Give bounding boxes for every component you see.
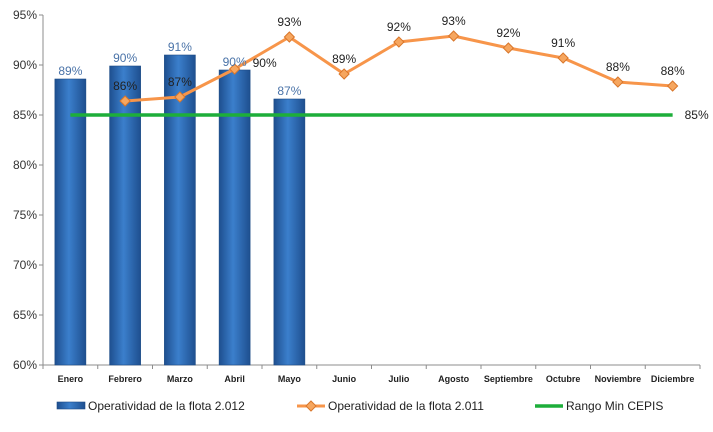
bar-data-label: 90% [113,51,137,65]
labels-layer: 89%90%91%90%87%85%86% 87%90%93%89%92% 93%9… [58,14,709,122]
legend-label-cepis: Rango Min CEPIS [566,399,663,413]
line-data-label: 91% [551,36,575,50]
bar-data-label: 89% [58,64,82,78]
line-data-label: 88% [606,60,630,74]
x-tick-label: Junio [332,374,357,384]
bar-2012 [164,54,196,366]
line-2011-marker [447,30,460,42]
x-tick-label: Septiembre [484,374,533,384]
line-data-label: 86% [113,79,137,93]
x-tick-label: Marzo [167,374,194,384]
x-tick-label: Febrero [108,374,142,384]
threshold-data-label: 85% [685,108,709,122]
y-tick-label: 80% [13,158,37,172]
line-2011-marker [338,68,350,80]
y-tick-label: 95% [13,8,37,22]
line-data-label: 92% [387,20,411,34]
bar-2012 [218,69,251,366]
x-tick-label: Julio [388,374,410,384]
x-tick-label: Mayo [278,374,302,384]
line-2011-marker [119,95,131,107]
line-data-label: 90% [253,56,277,70]
legend-label-2012: Operatividad de la flota 2.012 [88,399,245,413]
line-2011-marker [612,76,624,88]
line-2011-marker [557,52,569,64]
line-layer [119,30,679,107]
legend-swatch-2011-marker [305,400,317,412]
x-tick-label: Octubre [546,374,581,384]
line-data-label: 87% [168,75,192,89]
bar-data-label: 91% [168,40,192,54]
y-tick-label: 85% [13,108,37,122]
bar-data-label: 90% [223,55,247,69]
x-tick-label: Abril [224,374,245,384]
line-data-label: 92% [496,26,520,40]
line-data-label: 88% [661,64,685,78]
y-tick-label: 75% [13,208,37,222]
bar-2012 [54,78,87,366]
line-data-label: 93% [277,15,301,29]
legend-label-2011: Operatividad de la flota 2.011 [328,399,484,413]
bar-2012 [273,98,306,366]
legend-swatch-2012 [56,401,86,410]
y-tick-label: 90% [13,58,37,72]
x-tick-label: Noviembre [595,374,642,384]
line-data-label: 93% [442,14,466,28]
x-tick-label: Enero [58,374,84,384]
bar-2012 [109,65,141,366]
line-2011-marker [502,42,515,54]
y-tick-label: 65% [13,308,37,322]
y-tick-label: 60% [13,358,37,372]
x-tick-label: Diciembre [651,374,695,384]
line-data-label: 89% [332,52,356,66]
y-tick-label: 70% [13,258,37,272]
line-2011-marker [174,91,186,103]
line-2011-marker [666,80,679,92]
line-2011-marker [393,36,405,48]
legend: Operatividad de la flota 2.012 Operativid… [56,399,663,413]
line-2011-marker [283,31,296,43]
axes-layer: 60% 65% 70% 75% 80% 85% 90% 95% Enero Febrero Marz… [13,8,701,384]
bar-data-label: 87% [277,84,301,98]
x-tick-label: Agosto [438,374,469,384]
line-2011-marker [228,63,241,75]
